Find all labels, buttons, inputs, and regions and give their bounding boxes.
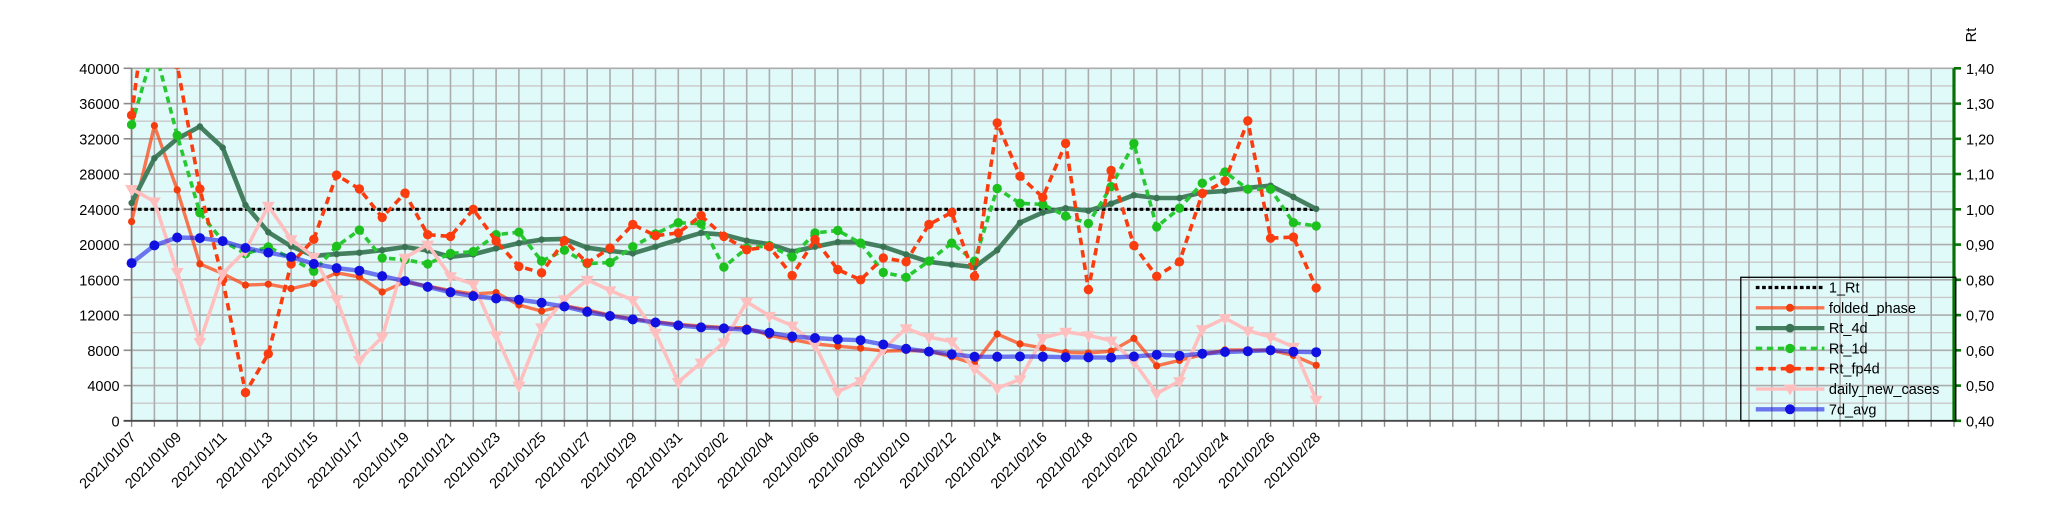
svg-text:8000: 8000 bbox=[87, 344, 119, 360]
svg-text:Rt_fp4d: Rt_fp4d bbox=[1829, 362, 1880, 378]
svg-text:0: 0 bbox=[112, 414, 120, 430]
svg-text:40000: 40000 bbox=[79, 62, 119, 78]
svg-text:0,50: 0,50 bbox=[1966, 379, 1994, 395]
svg-text:Rt: Rt bbox=[1964, 28, 1980, 43]
svg-text:daily_new_cases: daily_new_cases bbox=[1829, 382, 1939, 398]
svg-text:1,00: 1,00 bbox=[1966, 203, 1994, 219]
svg-text:24000: 24000 bbox=[79, 203, 119, 219]
svg-text:32000: 32000 bbox=[79, 132, 119, 148]
svg-text:folded_phase: folded_phase bbox=[1829, 301, 1916, 317]
svg-text:36000: 36000 bbox=[79, 97, 119, 113]
svg-text:28000: 28000 bbox=[79, 168, 119, 184]
svg-text:20000: 20000 bbox=[79, 238, 119, 254]
svg-text:1,30: 1,30 bbox=[1966, 97, 1994, 113]
svg-text:Rt_1d: Rt_1d bbox=[1829, 341, 1868, 357]
svg-text:1,40: 1,40 bbox=[1966, 62, 1994, 78]
svg-text:16000: 16000 bbox=[79, 273, 119, 289]
svg-text:0,60: 0,60 bbox=[1966, 344, 1994, 360]
svg-text:0,80: 0,80 bbox=[1966, 273, 1994, 289]
svg-text:7d_avg: 7d_avg bbox=[1829, 402, 1877, 418]
svg-text:1,10: 1,10 bbox=[1966, 168, 1994, 184]
svg-text:1_Rt: 1_Rt bbox=[1829, 281, 1860, 297]
svg-text:1,20: 1,20 bbox=[1966, 132, 1994, 148]
svg-text:4000: 4000 bbox=[87, 379, 119, 395]
svg-text:0,90: 0,90 bbox=[1966, 238, 1994, 254]
svg-text:12000: 12000 bbox=[79, 309, 119, 325]
svg-text:Rt_4d: Rt_4d bbox=[1829, 321, 1868, 337]
svg-text:0,40: 0,40 bbox=[1966, 414, 1994, 430]
svg-text:0,70: 0,70 bbox=[1966, 309, 1994, 325]
